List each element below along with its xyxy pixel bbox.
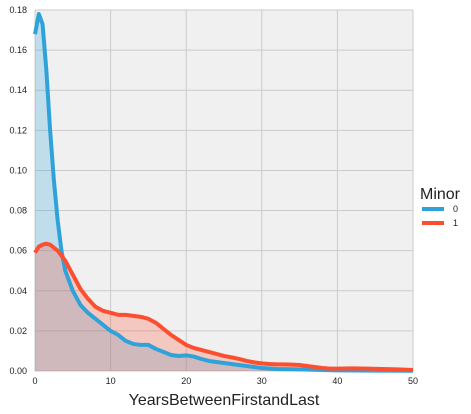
- series-0-line: [33, 12, 414, 373]
- x-tick-label: 20: [181, 376, 191, 386]
- y-tick-label: 0.08: [9, 206, 27, 216]
- legend-title: Minor: [420, 186, 461, 203]
- legend: Minor 01: [420, 186, 461, 228]
- series-0-area: [35, 14, 413, 371]
- y-tick-label: 0.14: [9, 85, 27, 95]
- y-tick-label: 0.18: [9, 5, 27, 15]
- y-tick-label: 0.12: [9, 125, 27, 135]
- series-1-line: [33, 241, 414, 372]
- x-tick-label: 40: [332, 376, 342, 386]
- y-tick-labels: 0.00 0.02 0.04 0.06 0.08 0.10 0.12 0.14 0.16 0.18: [9, 5, 27, 376]
- y-tick-label: 0.00: [9, 366, 27, 376]
- x-tick-label: 30: [257, 376, 267, 386]
- grid-lines: [34, 9, 414, 372]
- plot-background: [35, 10, 413, 371]
- legend-items: 01: [422, 204, 458, 228]
- x-tick-label: 50: [408, 376, 418, 386]
- y-tick-label: 0.04: [9, 286, 27, 296]
- y-tick-label: 0.16: [9, 45, 27, 55]
- y-tick-label: 0.10: [9, 165, 27, 175]
- series-areas: [35, 14, 413, 371]
- series-lines: [33, 12, 414, 373]
- x-axis-label: YearsBetweenFirstandLast: [129, 392, 320, 409]
- series-1-area: [35, 243, 413, 371]
- x-tick-label: 0: [32, 376, 37, 386]
- x-tick-label: 10: [106, 376, 116, 386]
- y-tick-label: 0.06: [9, 246, 27, 256]
- x-tick-labels: 0 10 20 30 40 50: [32, 376, 418, 386]
- legend-label-1: 1: [453, 218, 458, 228]
- y-tick-label: 0.02: [9, 326, 27, 336]
- legend-label-0: 0: [453, 204, 458, 214]
